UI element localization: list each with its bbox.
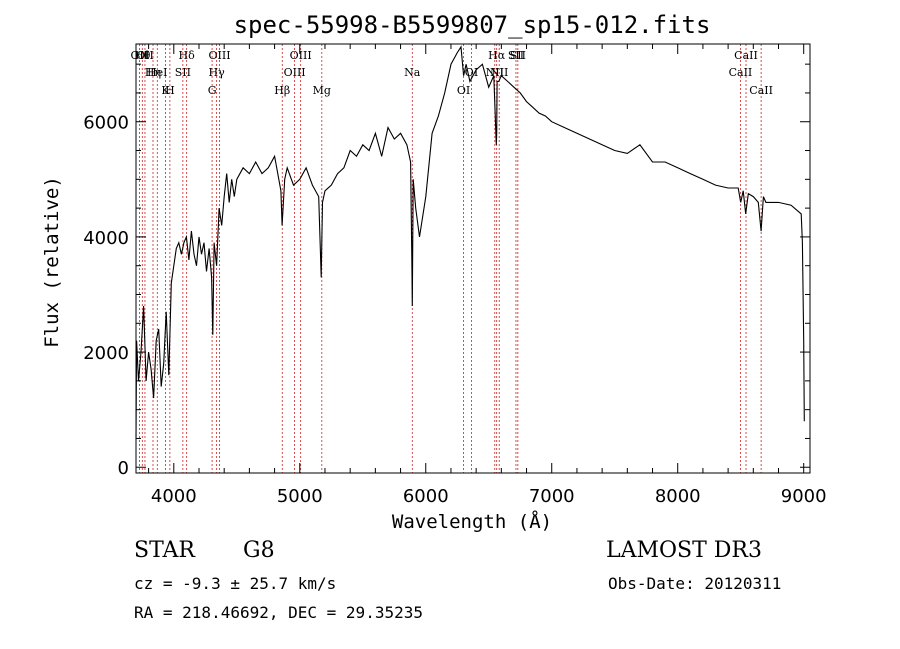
marker-label-h: H	[165, 84, 175, 97]
x-axis-label: Wavelength (Å)	[392, 510, 552, 533]
marker-label-caii: CaII	[734, 49, 758, 62]
marker-label-sii: SII	[508, 49, 524, 62]
axis-ticks	[136, 44, 810, 473]
observation-date: Obs-Date: 20120311	[608, 574, 782, 593]
object-class: STAR	[134, 538, 195, 563]
marker-label-k: K	[161, 84, 170, 97]
marker-label-hθ: Hθ	[134, 49, 151, 62]
marker-label-oii: OII	[131, 49, 149, 62]
marker-label-hη: Hη	[145, 66, 161, 79]
marker-label-oii: OII	[136, 49, 154, 62]
marker-label-hγ: Hγ	[209, 66, 226, 79]
survey-name: LAMOST DR3	[606, 538, 762, 563]
marker-label-hδ: Hδ	[179, 49, 196, 62]
marker-label-oiii: OIII	[284, 66, 306, 79]
x-tick-label: 5000	[277, 486, 323, 507]
y-tick-label: 0	[118, 458, 129, 479]
x-tick-label: 9000	[781, 486, 827, 507]
spectral-line-markers	[139, 44, 762, 473]
y-tick-label: 6000	[83, 113, 129, 134]
redshift-info: cz = -9.3 ± 25.7 km/s	[134, 574, 337, 593]
spectral-line-labels: OIIHθOIIHηHeIKHSIIHδGHγOIIIHβOIIIOIIIMgN…	[131, 49, 773, 97]
y-tick-label: 2000	[83, 343, 129, 364]
marker-label-nii: NII	[490, 66, 508, 79]
marker-label-oiii: OIII	[290, 49, 312, 62]
marker-label-sii: SII	[175, 66, 191, 79]
marker-label-sii: SII	[510, 49, 526, 62]
y-tick-label: 4000	[83, 228, 129, 249]
x-tick-label: 7000	[529, 486, 575, 507]
marker-label-na: Na	[404, 66, 421, 79]
marker-label-hβ: Hβ	[274, 84, 290, 97]
marker-label-mg: Mg	[313, 84, 331, 97]
x-tick-label: 8000	[655, 486, 701, 507]
marker-label-hei: HeI	[147, 66, 167, 79]
marker-label-caii: CaII	[729, 66, 753, 79]
y-axis-label: Flux (relative)	[41, 176, 63, 348]
marker-label-oi: OI	[457, 84, 470, 97]
marker-label-caii: CaII	[749, 84, 773, 97]
marker-label-g: G	[208, 84, 217, 97]
marker-label-hα: Hα	[488, 49, 506, 62]
chart-title: spec-55998-B5599807_sp15-012.fits	[234, 11, 711, 39]
x-tick-label: 6000	[403, 486, 449, 507]
axis-tick-labels: 4000 5000 6000 7000 8000 9000 0 2000 4000 6000	[83, 113, 826, 507]
plot-frame	[135, 43, 811, 474]
x-tick-label: 4000	[151, 486, 197, 507]
coordinates: RA = 218.46692, DEC = 29.35235	[134, 603, 423, 622]
marker-label-oiii: OIII	[208, 49, 230, 62]
spectrum-line	[135, 45, 805, 439]
marker-label-nii: NII	[486, 66, 504, 79]
object-subclass: G8	[243, 538, 275, 563]
